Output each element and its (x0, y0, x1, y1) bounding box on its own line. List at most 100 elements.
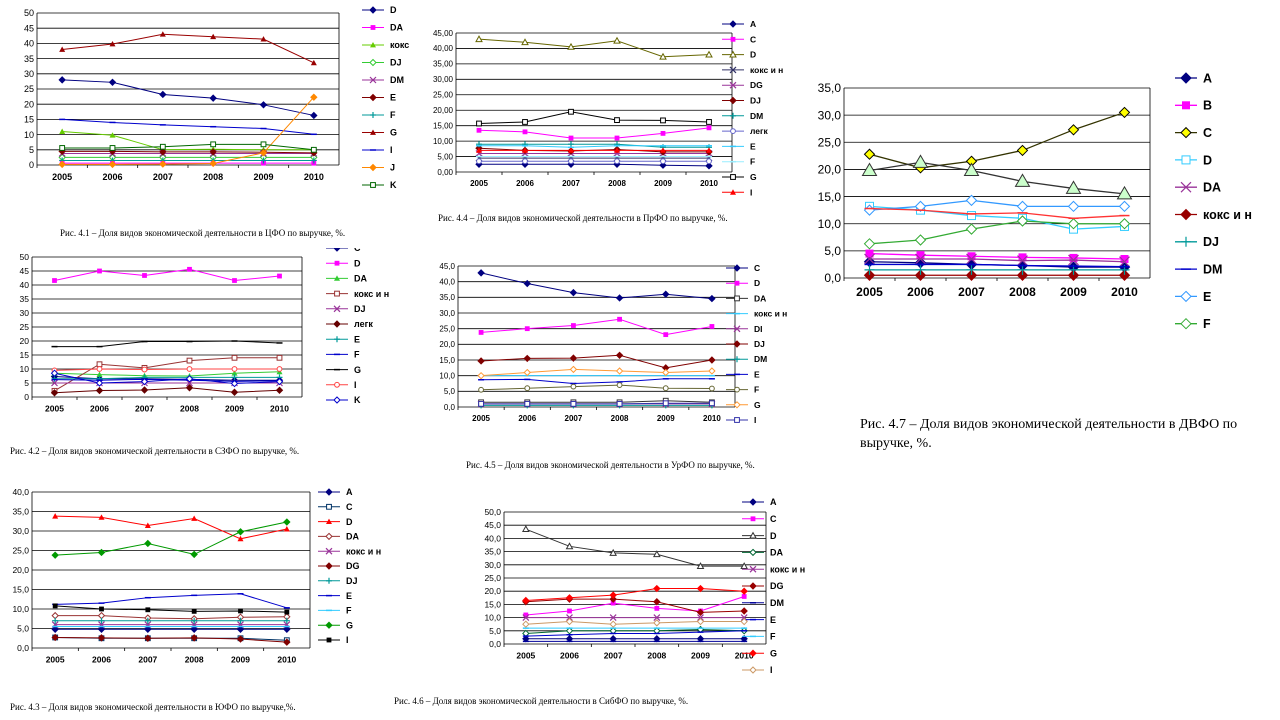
series-D (58, 76, 318, 120)
data-point (522, 129, 528, 135)
legend-entry: кокс и н (726, 309, 787, 319)
chart-urfo: 0,0 5,0 10,0 15,0 20,0 25,0 30,0 35,0 40,0 45,0 20… (439, 262, 787, 425)
data-point (966, 253, 977, 265)
series-line (481, 378, 712, 385)
legend-entry: F (326, 350, 360, 360)
legend-marker (1180, 317, 1192, 330)
data-point (662, 400, 669, 407)
data-point (967, 211, 976, 221)
y-tick-label: 30,0 (818, 108, 842, 122)
data-point (283, 638, 291, 646)
data-point (706, 125, 712, 131)
series-DM (864, 263, 1130, 268)
data-point (740, 607, 748, 615)
data-point (915, 264, 926, 275)
series-line (869, 252, 1125, 260)
legend-entry: F (318, 606, 352, 616)
legend-label: DA (770, 548, 783, 558)
legend-entry: I (362, 145, 393, 155)
legend-label: DJ (754, 339, 765, 349)
data-point (284, 609, 290, 615)
data-point (187, 266, 192, 272)
series-line (869, 263, 1125, 268)
series-G (861, 154, 1133, 200)
legend-marker (729, 66, 737, 74)
data-point (697, 614, 704, 622)
legend-label: D (346, 517, 353, 527)
data-point (236, 625, 245, 633)
legend-label: E (346, 591, 352, 601)
data-point (660, 130, 666, 136)
y-tick-label: 35 (20, 294, 30, 304)
legend-marker (325, 532, 333, 541)
legend-entry: легк (722, 126, 769, 136)
legend-label: DA (354, 274, 367, 284)
data-point (864, 264, 875, 275)
data-point (1067, 200, 1080, 213)
series-J (58, 93, 318, 169)
data-point (864, 253, 875, 265)
legend-label: кокс (390, 40, 409, 50)
data-point (97, 268, 102, 274)
legend-entry: кокс и н (318, 546, 381, 556)
y-tick-label: 10,0 (818, 217, 842, 231)
y-tick-label: 5 (24, 378, 29, 388)
data-point (185, 375, 194, 383)
data-point (185, 384, 194, 392)
y-tick-label: 10,0 (484, 613, 501, 623)
series-E (478, 378, 715, 385)
legend-entry: G (726, 400, 761, 410)
y-tick-label: 35,00 (433, 60, 454, 69)
data-point (963, 162, 980, 177)
data-point (966, 264, 977, 275)
y-tick-label: 5,0 (824, 244, 841, 258)
data-point (231, 354, 238, 361)
legend-entry: I (726, 415, 756, 425)
series-K (50, 369, 284, 388)
data-point (609, 620, 617, 628)
data-point (565, 594, 574, 602)
legend-entry: DJ (1175, 235, 1219, 249)
legend-entry: C (726, 263, 760, 273)
series-кокс и н (475, 154, 713, 162)
data-point (522, 119, 528, 125)
data-point (609, 614, 617, 622)
legend-entry: F (362, 110, 396, 120)
series-DG (475, 150, 713, 157)
y-tick-label: 30,0 (12, 526, 29, 536)
data-point (614, 158, 620, 165)
data-point (144, 617, 151, 624)
y-tick-label: 40,0 (439, 277, 455, 286)
series-DM (476, 141, 712, 151)
data-point (236, 635, 245, 643)
legend-marker (325, 547, 333, 555)
data-point (210, 33, 217, 40)
series-C (477, 269, 716, 303)
data-point (522, 147, 528, 153)
data-point (144, 634, 152, 642)
y-tick-label: 40 (20, 280, 30, 290)
data-point (967, 252, 976, 261)
legend-label: кокс и н (346, 546, 381, 556)
series-line (62, 118, 314, 135)
data-point (476, 147, 482, 153)
legend-label: G (754, 400, 761, 410)
y-tick-label: 15,0 (818, 190, 842, 204)
series-I (59, 118, 317, 136)
legend-label: D (750, 50, 756, 60)
series-DA (864, 253, 1130, 268)
y-tick-label: 15,0 (439, 356, 455, 365)
legend-marker (369, 58, 377, 67)
data-point (50, 389, 59, 397)
legend-label: K (354, 395, 361, 405)
caption-prfo: Рис. 4.4 – Доля видов экономической деят… (438, 213, 728, 223)
x-tick-label: 2008 (647, 651, 666, 661)
data-point (276, 354, 283, 361)
y-tick-label: 25,0 (818, 135, 842, 149)
legend-entry: DM (726, 354, 767, 364)
data-point (740, 562, 749, 570)
series-line (55, 615, 287, 620)
legend-marker (325, 562, 333, 570)
legend-entry: DG (318, 561, 360, 571)
legend-label: кокс и н (750, 65, 783, 75)
